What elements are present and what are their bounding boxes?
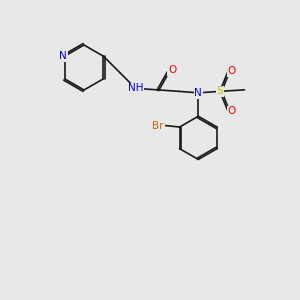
Text: S: S: [217, 86, 223, 96]
Text: N: N: [194, 88, 202, 98]
Text: O: O: [228, 106, 236, 116]
Text: NH: NH: [128, 83, 143, 93]
Text: O: O: [168, 65, 176, 75]
Text: Br: Br: [152, 121, 164, 130]
Text: O: O: [228, 66, 236, 76]
Text: N: N: [59, 51, 67, 61]
